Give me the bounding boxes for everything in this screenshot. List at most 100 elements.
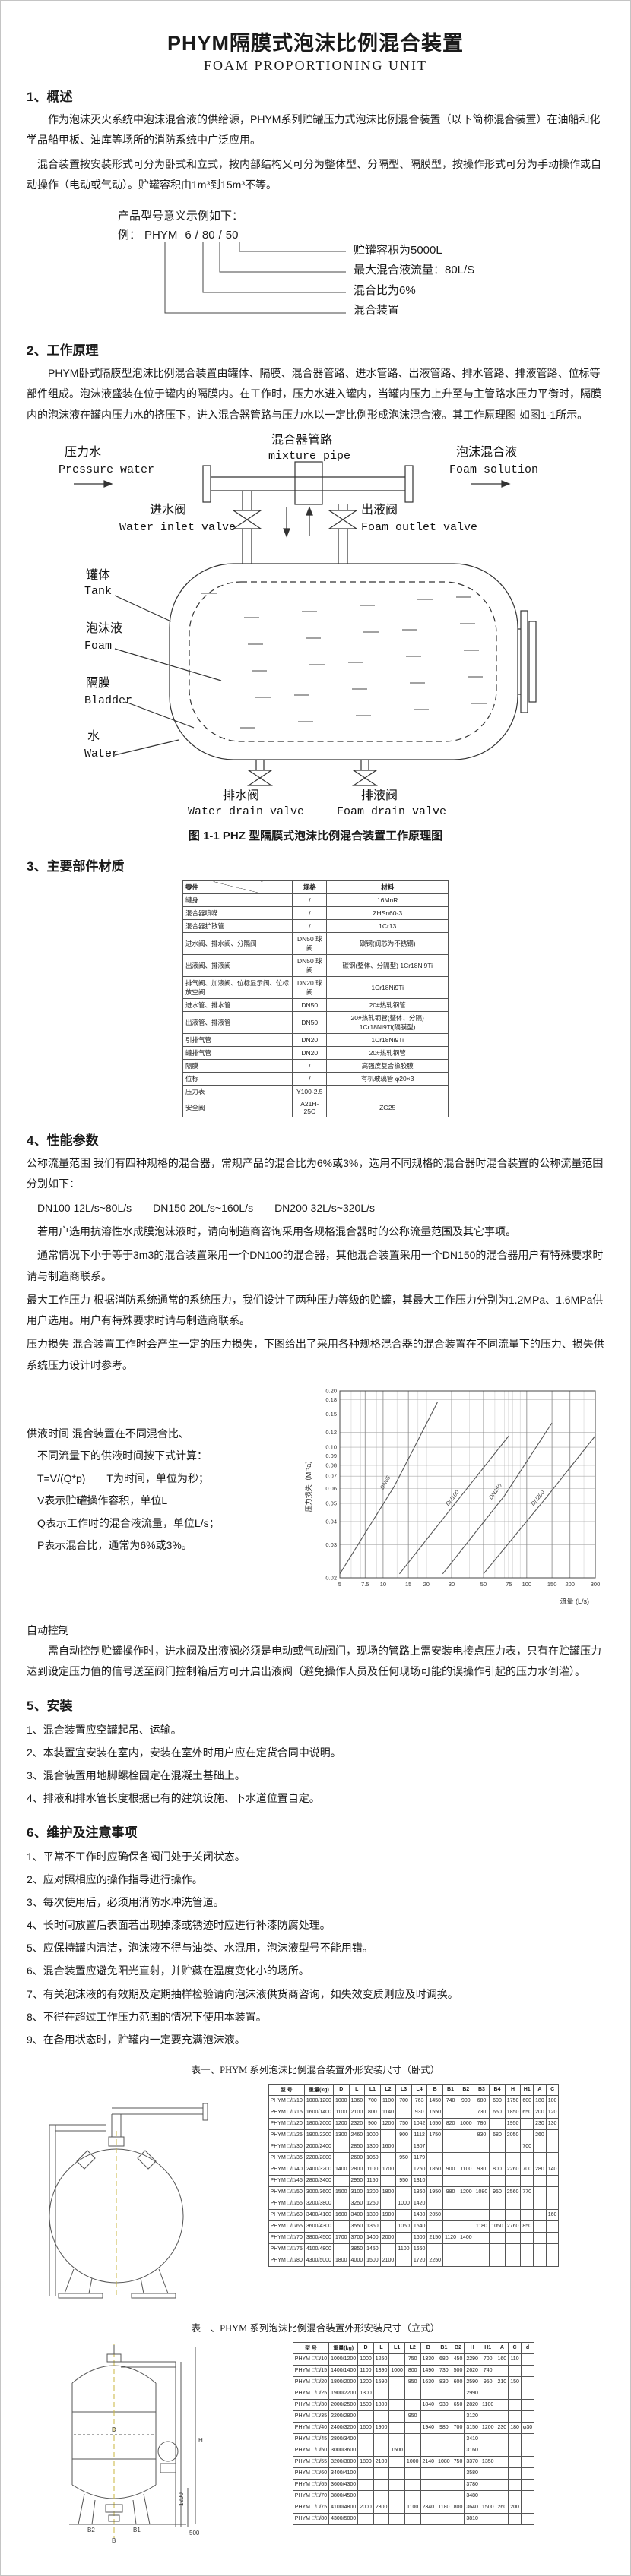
- table-cell: 排气阀、加液阀、位标显示阀、位标放空阀: [182, 976, 293, 1000]
- table-cell: [489, 2254, 506, 2267]
- table-cell: [379, 2243, 397, 2255]
- table-cell: 1000: [364, 2129, 381, 2141]
- label-mixture-pipe-cn: 混合器管路: [271, 433, 332, 447]
- column-header: H: [464, 2341, 480, 2354]
- model-token-series: PHYM: [143, 229, 179, 243]
- table-cell: [458, 2197, 474, 2210]
- table-header-row: 零件 规格 材料: [182, 880, 449, 895]
- table-cell: [479, 2444, 496, 2457]
- label-bladder-en: Bladder: [84, 694, 132, 707]
- table-cell: 1660: [411, 2243, 428, 2255]
- table-cell: DN50: [292, 1011, 328, 1035]
- column-header: C: [545, 2083, 560, 2096]
- table-cell: 4000: [348, 2254, 366, 2267]
- table-cell: 1112: [411, 2129, 428, 2141]
- section-1-paragraph: 作为泡沫灭火系统中泡沫混合液的供给源，PHYM系列贮罐压力式泡沫比例混合装置（以…: [27, 113, 601, 147]
- table-cell: PHYM □/□/15: [268, 2106, 305, 2119]
- table-cell: 3000/3600: [303, 2186, 334, 2198]
- table-cell: [388, 2353, 405, 2366]
- table-cell: [489, 2231, 506, 2244]
- column-header: H1: [479, 2341, 496, 2354]
- table-cell: [388, 2478, 405, 2491]
- table-cell: 930: [411, 2106, 428, 2119]
- table-cell: 160: [545, 2208, 560, 2221]
- table-cell: 1180: [473, 2220, 490, 2233]
- table-cell: [508, 2467, 522, 2480]
- table-cell: [442, 2129, 459, 2141]
- column-header: B2: [458, 2083, 474, 2096]
- table-cell: [373, 2478, 390, 2491]
- svg-text:10: 10: [380, 1581, 386, 1588]
- table-cell: [489, 2140, 506, 2153]
- table-cell: 1000: [357, 2353, 374, 2366]
- auto-control-heading: 自动控制: [27, 1624, 69, 1637]
- svg-text:150: 150: [547, 1581, 557, 1588]
- table-cell: 16MnR: [326, 893, 449, 908]
- table-cell: [379, 2220, 397, 2233]
- column-header: D: [332, 2083, 350, 2096]
- column-header: L2: [404, 2341, 421, 2354]
- table-row: 安全阀 A21H-25C ZG25: [182, 1098, 449, 1118]
- table-cell: [426, 2197, 443, 2210]
- svg-text:5: 5: [338, 1581, 341, 1588]
- table-cell: 2820: [464, 2398, 480, 2411]
- list-item: 6、混合装置应避免阳光直射，并贮藏在温度变化小的场所。: [27, 1964, 309, 1977]
- table-cell: 1630: [420, 2375, 437, 2388]
- table-cell: 1490: [420, 2364, 437, 2377]
- table-cell: [545, 2186, 560, 2198]
- table-cell: 700: [451, 2421, 465, 2434]
- table-cell: [473, 2243, 490, 2255]
- table-cell: /: [292, 1059, 328, 1073]
- table-cell: [395, 2208, 412, 2221]
- svg-text:20: 20: [423, 1581, 430, 1588]
- table-cell: 4100/4800: [328, 2501, 359, 2514]
- table-row: PHYM □/□/65 3600/4300 3780: [292, 2478, 535, 2491]
- table-cell: [520, 2353, 535, 2366]
- table-cell: [357, 2432, 374, 2445]
- table-cell: [332, 2197, 350, 2210]
- table-cell: 混合器喷嘴: [182, 906, 293, 921]
- table-cell: PHYM □/□/65: [292, 2478, 330, 2491]
- table-cell: [545, 2231, 560, 2244]
- table-cell: 680: [473, 2094, 490, 2107]
- table-row: 位标 / 有机玻璃管 φ20×3: [182, 1072, 449, 1086]
- principle-diagram-svg: 压力水 Pressure water 混合器管路 mixture pipe 泡沫…: [59, 433, 538, 818]
- table-cell: [379, 2197, 397, 2210]
- table-cell: [520, 2455, 535, 2468]
- table-cell: [420, 2478, 437, 2491]
- table-cell: PHYM □/□/55: [292, 2455, 330, 2468]
- table-cell: 1250: [411, 2163, 428, 2176]
- table-row: 罐排气管 DN20 20#热轧钢管: [182, 1046, 449, 1060]
- table-cell: [504, 2231, 522, 2244]
- table-row: PHYM □/□/10 1000/1200 1000 1250 750 1330 680 45…: [292, 2353, 535, 2366]
- table-cell: 850: [520, 2220, 534, 2233]
- table-cell: [436, 2478, 452, 2491]
- table-cell: 1390: [373, 2364, 390, 2377]
- table-cell: [458, 2174, 474, 2187]
- table-cell: [508, 2444, 522, 2457]
- table-cell: PHYM □/□/70: [268, 2231, 305, 2244]
- table-cell: 1050: [489, 2220, 506, 2233]
- table-cell: [533, 2231, 547, 2244]
- table-cell: [479, 2387, 496, 2400]
- table-cell: [404, 2421, 421, 2434]
- table-cell: 1750: [426, 2129, 443, 2141]
- table-cell: 700: [520, 2163, 534, 2176]
- table-cell: [495, 2410, 509, 2423]
- table-cell: 1Cr18Ni9Ti: [326, 1033, 449, 1048]
- table-cell: [442, 2151, 459, 2164]
- table-cell: [533, 2151, 547, 2164]
- table-cell: [426, 2140, 443, 2153]
- table-cell: 1080: [436, 2455, 452, 2468]
- table-cell: 1500: [332, 2186, 350, 2198]
- table-cell: [520, 2489, 535, 2502]
- table-row: PHYM □/□/20 1800/2000 1200 2320 900 1200 750 10…: [268, 2117, 560, 2130]
- table-cell: 2800: [348, 2163, 366, 2176]
- table-cell: 1800: [379, 2186, 397, 2198]
- table-cell: [451, 2478, 465, 2491]
- section-4-paragraph: 压力损失 混合装置工作时会产生一定的压力损失，下图给出了采用各种规格混合器的混合…: [27, 1338, 604, 1371]
- table-cell: 700: [479, 2353, 496, 2366]
- table-cell: [451, 2410, 465, 2423]
- table-cell: [404, 2478, 421, 2491]
